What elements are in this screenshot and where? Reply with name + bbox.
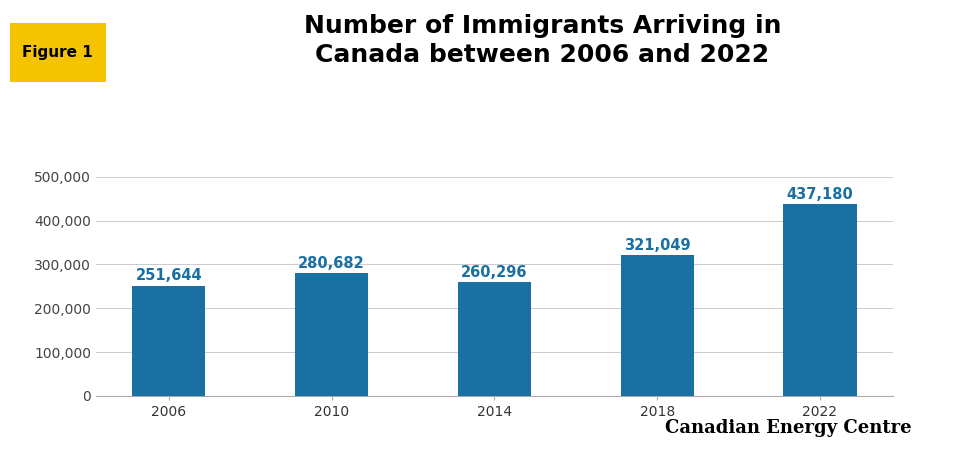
Text: 321,049: 321,049 xyxy=(624,238,690,253)
Bar xyxy=(620,255,694,396)
Text: Figure 1: Figure 1 xyxy=(22,45,93,60)
Bar xyxy=(458,282,531,396)
Text: Number of Immigrants Arriving in
Canada between 2006 and 2022: Number of Immigrants Arriving in Canada … xyxy=(303,14,781,67)
Text: 260,296: 260,296 xyxy=(461,265,528,280)
Text: 437,180: 437,180 xyxy=(786,187,853,202)
Bar xyxy=(132,286,205,396)
Bar xyxy=(295,273,369,396)
Text: Canadian Energy Centre: Canadian Energy Centre xyxy=(665,419,912,437)
Bar xyxy=(783,204,856,396)
Text: 251,644: 251,644 xyxy=(135,268,203,283)
Text: 280,682: 280,682 xyxy=(299,256,365,271)
